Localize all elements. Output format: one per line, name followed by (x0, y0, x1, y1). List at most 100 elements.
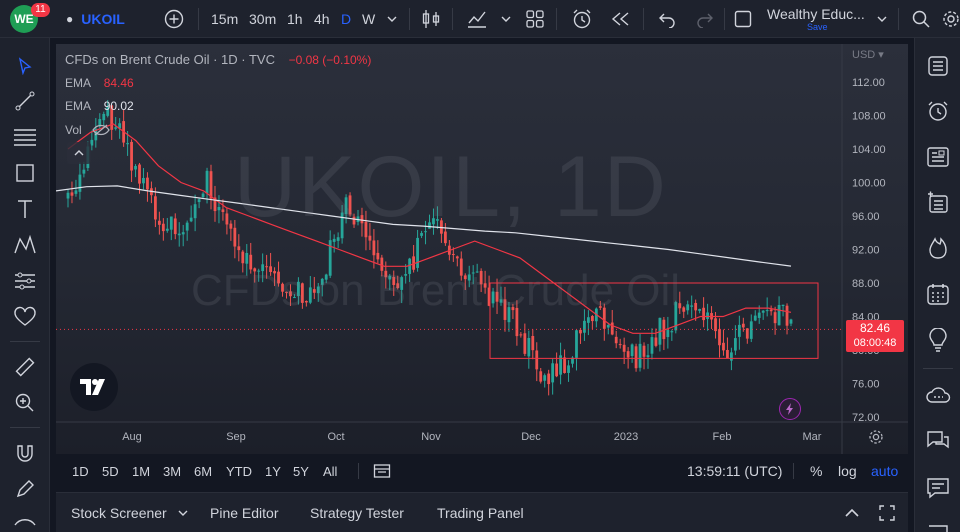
range-1y[interactable]: 1Y (265, 463, 281, 479)
undo-button[interactable] (657, 0, 677, 38)
cursor-tool[interactable] (12, 53, 38, 79)
candle-body (765, 310, 769, 312)
hide-tool[interactable] (12, 512, 38, 532)
price-tick-label: 76.00 (852, 379, 880, 391)
ema-fast-legend[interactable]: EMA 84.46 (65, 76, 134, 90)
trendline-tool[interactable] (12, 88, 38, 114)
fullscreen-checkbox[interactable] (734, 0, 752, 38)
interval-4h[interactable]: 4h (314, 11, 330, 27)
tab-trading-panel[interactable]: Trading Panel (437, 505, 524, 521)
log-toggle[interactable]: log (838, 463, 857, 479)
redo-button[interactable] (695, 0, 715, 38)
time-tick-label: Sep (226, 431, 246, 443)
ema-slow-legend[interactable]: EMA 90.02 (65, 99, 134, 113)
chart-settings-button[interactable] (866, 427, 886, 447)
candle-body (471, 272, 475, 274)
chart-type-button[interactable] (421, 0, 441, 38)
add-symbol-button[interactable] (164, 0, 184, 38)
indicators-icon (468, 11, 486, 28)
range-ytd[interactable]: YTD (226, 463, 252, 479)
currency-label[interactable]: USD ▾ (852, 49, 884, 61)
tradingview-logo[interactable] (70, 363, 118, 411)
symbol-search[interactable]: ● UKOIL (66, 0, 125, 38)
range-bar: 1D 5D 1M 3M 6M YTD 1Y 5Y All 13:59:11 (U… (56, 456, 908, 486)
favorites-tool[interactable] (12, 304, 38, 330)
interval-1h[interactable]: 1h (287, 11, 303, 27)
layout-dropdown[interactable] (876, 0, 888, 38)
alert-button[interactable] (571, 0, 593, 38)
interval-15m[interactable]: 15m (211, 11, 239, 27)
search-button[interactable] (911, 0, 931, 38)
public-chats-button[interactable] (925, 383, 951, 409)
calendar-button[interactable] (925, 281, 951, 307)
interval-d[interactable]: D (341, 11, 352, 27)
tab-strategy-tester[interactable]: Strategy Tester (310, 505, 404, 521)
settings-button[interactable] (942, 0, 960, 38)
range-1m[interactable]: 1M (132, 463, 151, 479)
interval-dropdown[interactable] (386, 0, 398, 38)
chart-title[interactable]: CFDs on Brent Crude Oil · 1D · TVC (65, 52, 275, 67)
replay-button[interactable] (609, 0, 631, 38)
layout-menu[interactable]: Wealthy Educ... Save (767, 0, 865, 38)
tab-stock-screener[interactable]: Stock Screener (71, 493, 189, 532)
percent-toggle[interactable]: % (810, 463, 823, 479)
range-1d[interactable]: 1D (72, 463, 89, 479)
interval-w[interactable]: W (362, 11, 376, 27)
lock-drawings-tool[interactable] (12, 476, 38, 502)
collapse-panel-button[interactable] (844, 493, 860, 532)
range-rectangle[interactable] (489, 282, 819, 359)
magnet-tool[interactable] (12, 440, 38, 466)
measure-tool[interactable] (12, 354, 38, 380)
news-button[interactable] (925, 144, 951, 170)
candle-body (630, 344, 634, 357)
zoom-tool[interactable] (12, 390, 38, 416)
events-button[interactable] (779, 398, 801, 420)
templates-button[interactable] (525, 0, 545, 38)
price-chart[interactable]: USD ▾ 112.00 108.00 104.00 100.00 96.00 92.00 8… (56, 44, 908, 454)
shapes-tool[interactable] (12, 160, 38, 186)
range-5d[interactable]: 5D (102, 463, 119, 479)
tab-pine-editor[interactable]: Pine Editor (210, 505, 279, 521)
notifications-button[interactable] (925, 475, 951, 501)
prediction-tool[interactable] (12, 268, 38, 294)
candle-body (622, 344, 626, 352)
collapse-legend-button[interactable] (67, 142, 91, 164)
watchlist-button[interactable] (925, 53, 951, 79)
candle-body (590, 316, 594, 322)
candle-body (157, 220, 161, 225)
ideas-stream-button[interactable] (925, 235, 951, 261)
pattern-tool[interactable] (12, 232, 38, 258)
candle-body (459, 258, 463, 276)
private-chats-button[interactable] (925, 428, 951, 454)
indicators-dropdown[interactable] (500, 0, 512, 38)
text-tool[interactable] (12, 196, 38, 222)
chart-pane[interactable]: USD ▾ 112.00 108.00 104.00 100.00 96.00 92.00 8… (56, 44, 908, 454)
maximize-panel-button[interactable] (878, 493, 896, 532)
interval-30m[interactable]: 30m (249, 11, 277, 27)
save-label: Save (807, 21, 828, 32)
divider (198, 8, 199, 30)
range-3m[interactable]: 3M (163, 463, 182, 479)
ema-fast-line[interactable] (67, 123, 792, 334)
help-button[interactable] (925, 518, 951, 532)
hotlists-button[interactable] (925, 190, 951, 216)
candle-body (253, 268, 257, 272)
goto-date-button[interactable] (373, 456, 391, 486)
fib-tool[interactable] (12, 124, 38, 150)
range-all[interactable]: All (323, 463, 338, 479)
range-5y[interactable]: 5Y (293, 463, 309, 479)
auto-toggle[interactable]: auto (871, 463, 899, 479)
divider (10, 341, 40, 342)
ideas-button[interactable] (925, 327, 951, 353)
candle-body (185, 222, 189, 231)
candle-body (733, 338, 737, 351)
range-6m[interactable]: 6M (194, 463, 213, 479)
candle-body (650, 337, 654, 354)
alerts-button[interactable] (925, 98, 951, 124)
volume-legend[interactable]: Vol (65, 123, 110, 137)
ema-slow-line[interactable] (56, 185, 792, 267)
candle-body (213, 197, 217, 212)
indicators-button[interactable] (466, 0, 488, 38)
candle-body (694, 302, 698, 311)
utc-clock[interactable]: 13:59:11 (UTC) (687, 463, 783, 479)
